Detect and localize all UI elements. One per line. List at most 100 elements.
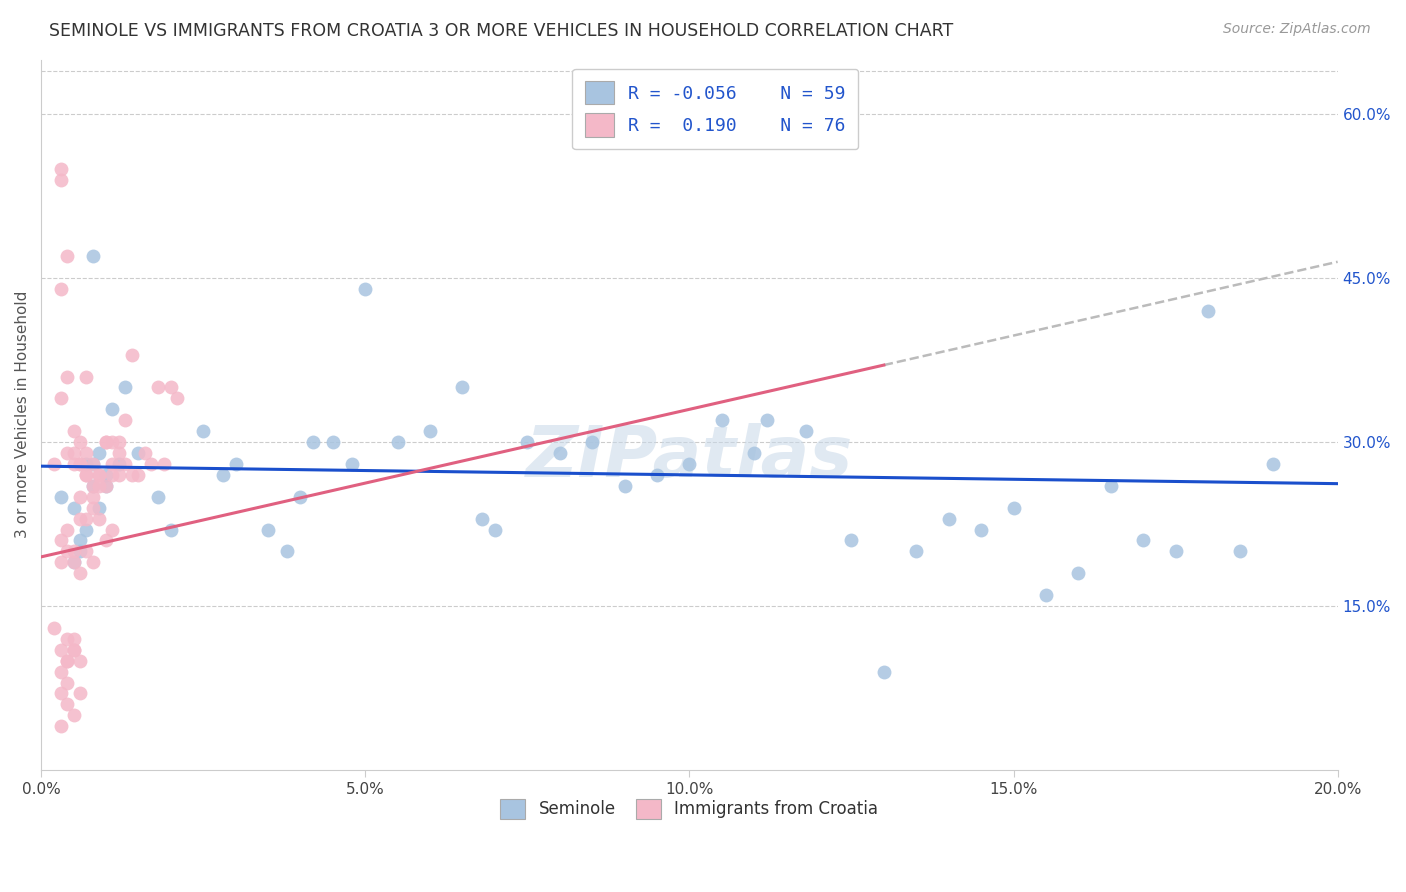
Point (1132, 533, 1154, 548)
Point (108, 457, 131, 471)
Point (82, 490, 104, 504)
Text: Source: ZipAtlas.com: Source: ZipAtlas.com (1223, 22, 1371, 37)
Point (471, 511, 494, 525)
Point (49, 533, 72, 548)
Point (62, 642, 84, 657)
Point (710, 413, 733, 427)
Point (82, 555, 104, 569)
Point (62, 544, 84, 558)
Point (62, 708, 84, 723)
Point (1229, 544, 1251, 558)
Point (69, 566, 91, 581)
Point (225, 457, 247, 471)
Point (82, 500, 104, 515)
Point (49, 161, 72, 176)
Point (146, 490, 169, 504)
Point (76, 511, 98, 525)
Point (69, 457, 91, 471)
Point (62, 632, 84, 646)
Point (108, 435, 131, 450)
Point (62, 555, 84, 569)
Point (678, 457, 700, 471)
Point (354, 282, 377, 296)
Point (970, 523, 993, 537)
Point (613, 479, 636, 493)
Point (193, 424, 215, 438)
Point (69, 457, 91, 471)
Point (49, 719, 72, 733)
Point (82, 249, 104, 263)
Point (62, 500, 84, 515)
Point (69, 533, 91, 548)
Point (76, 446, 98, 460)
Point (756, 413, 779, 427)
Legend: Seminole, Immigrants from Croatia: Seminole, Immigrants from Croatia (494, 792, 884, 826)
Point (101, 523, 124, 537)
Point (159, 380, 181, 394)
Point (69, 654, 91, 668)
Point (153, 457, 176, 471)
Point (69, 490, 91, 504)
Point (938, 511, 960, 525)
Point (581, 435, 603, 450)
Point (342, 457, 364, 471)
Point (42, 621, 65, 635)
Point (1035, 588, 1057, 602)
Point (451, 380, 474, 394)
Point (56, 698, 79, 712)
Point (484, 523, 506, 537)
Point (121, 348, 143, 362)
Point (134, 446, 156, 460)
Point (82, 479, 104, 493)
Point (62, 424, 84, 438)
Point (42, 457, 65, 471)
Point (159, 523, 181, 537)
Point (56, 523, 79, 537)
Point (121, 467, 143, 482)
Point (146, 380, 169, 394)
Point (89, 467, 111, 482)
Point (62, 642, 84, 657)
Point (645, 467, 668, 482)
Point (794, 424, 817, 438)
Point (56, 369, 79, 384)
Point (1197, 304, 1219, 318)
Point (89, 511, 111, 525)
Point (49, 642, 72, 657)
Point (76, 467, 98, 482)
Point (62, 457, 84, 471)
Point (166, 392, 188, 406)
Text: ZIPatlas: ZIPatlas (526, 423, 853, 491)
Point (82, 457, 104, 471)
Point (89, 446, 111, 460)
Point (49, 282, 72, 296)
Point (276, 544, 298, 558)
Point (94, 435, 117, 450)
Point (56, 632, 79, 646)
Point (548, 446, 571, 460)
Point (56, 654, 79, 668)
Point (1067, 566, 1090, 581)
Point (76, 369, 98, 384)
Point (114, 457, 136, 471)
Point (322, 435, 344, 450)
Point (94, 435, 117, 450)
Point (108, 446, 131, 460)
Point (905, 544, 928, 558)
Point (69, 544, 91, 558)
Point (101, 402, 124, 417)
Point (89, 467, 111, 482)
Point (82, 479, 104, 493)
Point (56, 544, 79, 558)
Y-axis label: 3 or more Vehicles in Household: 3 or more Vehicles in Household (15, 291, 30, 539)
Point (108, 467, 131, 482)
Point (1164, 544, 1187, 558)
Point (94, 479, 117, 493)
Point (516, 435, 538, 450)
Point (56, 249, 79, 263)
Point (1261, 457, 1284, 471)
Point (114, 380, 136, 394)
Point (114, 413, 136, 427)
Point (302, 435, 325, 450)
Point (56, 654, 79, 668)
